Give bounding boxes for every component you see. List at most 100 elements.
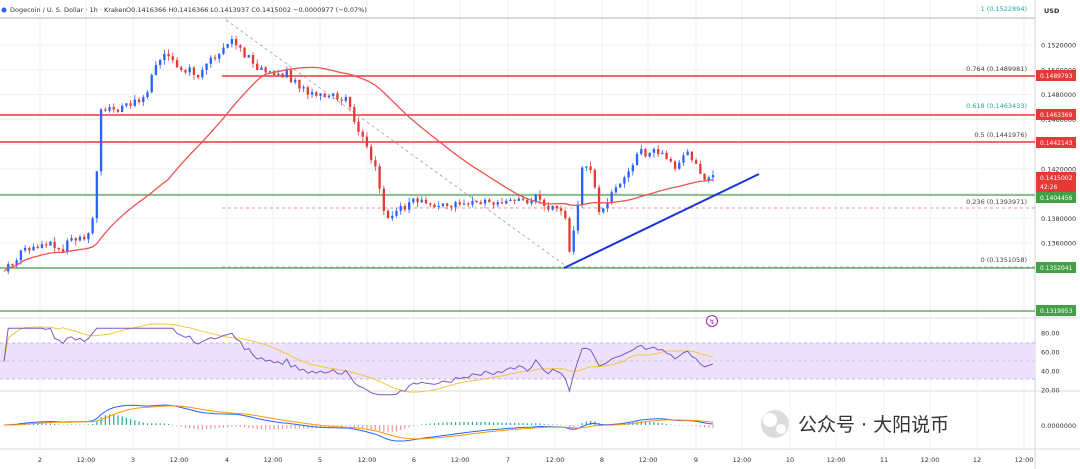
candle-body <box>180 67 183 70</box>
candle <box>361 129 364 142</box>
macd-hist-bar <box>412 425 414 427</box>
price-tick-label: 0.1380000 <box>1041 215 1076 223</box>
candle-body <box>150 74 153 93</box>
candle-body <box>272 71 276 75</box>
candle <box>437 201 440 210</box>
candle <box>597 184 601 215</box>
candle-body <box>15 260 18 266</box>
candle-body <box>306 87 310 95</box>
macd-hist-bar <box>564 425 566 426</box>
candle <box>564 209 567 221</box>
alert-marker[interactable] <box>706 315 718 327</box>
candle <box>707 175 710 184</box>
current-price-badge <box>1036 172 1076 192</box>
rsi-tick-label: 40.00 <box>1041 368 1060 376</box>
time-tick-label: 12:00 <box>827 456 846 464</box>
time-tick-label: 12:00 <box>733 456 752 464</box>
candle-body <box>445 203 449 206</box>
macd-hist-bar <box>231 425 233 427</box>
candle <box>243 46 246 58</box>
candle <box>661 150 664 155</box>
macd-hist-bar <box>433 423 436 425</box>
price-badge-5 <box>1036 262 1076 273</box>
candle <box>40 240 44 249</box>
macd-hist-bar <box>290 425 292 429</box>
candle-body <box>399 205 402 211</box>
candle <box>543 197 546 211</box>
fib-label-1: 1 (0.1522894) <box>981 5 1027 13</box>
macd-hist-bar <box>269 425 271 430</box>
candle-body <box>78 236 82 241</box>
macd-hist-bar <box>429 423 431 425</box>
candle-body <box>694 160 698 164</box>
macd-hist-bar <box>446 422 448 425</box>
candle-body <box>386 210 390 219</box>
candle-body <box>429 203 432 205</box>
candle-body <box>28 247 31 251</box>
macd-hist-bar <box>703 425 706 428</box>
macd-hist-bar <box>467 421 469 425</box>
candle-body <box>450 205 453 208</box>
candle-body <box>568 218 571 252</box>
macd-line <box>3 404 714 442</box>
macd-hist-bar <box>159 423 161 425</box>
candle <box>606 198 609 213</box>
macd-hist-bar <box>526 423 528 425</box>
candle <box>627 167 630 183</box>
candle <box>239 44 242 52</box>
candle-body <box>36 246 39 248</box>
macd-hist-bar <box>518 422 520 425</box>
candle-body <box>707 177 710 180</box>
macd-hist-bar <box>425 423 427 425</box>
candle-body <box>606 202 609 209</box>
candle-body <box>66 240 69 252</box>
macd-hist-bar <box>104 415 106 425</box>
macd-hist-bar <box>653 422 655 425</box>
candle-body <box>395 210 398 216</box>
macd-hist-bar <box>547 424 550 425</box>
macd-hist-bar <box>590 420 592 425</box>
candle <box>247 54 250 58</box>
candle-body <box>559 208 563 211</box>
candle-body <box>475 200 478 203</box>
candle <box>230 35 234 48</box>
candle-body <box>112 107 115 110</box>
macd-axis-label: 0.0000000 <box>1041 422 1076 430</box>
macd-hist-bar <box>167 423 170 425</box>
candle <box>399 202 402 215</box>
candle-body <box>167 53 170 57</box>
rsi-ma-line <box>3 323 714 393</box>
candle <box>163 49 166 65</box>
candle <box>142 94 145 107</box>
candle <box>323 93 326 98</box>
time-tick-label: 12:00 <box>1015 456 1034 464</box>
time-tick-label: 12:00 <box>170 456 189 464</box>
macd-hist-bar <box>260 425 263 430</box>
fib-diagonal-line <box>225 19 567 267</box>
candle-body <box>572 230 575 252</box>
macd-hist-bar <box>560 424 562 426</box>
candle <box>175 57 179 68</box>
macd-hist-bar <box>678 425 680 426</box>
candle-body <box>403 205 407 210</box>
candle-body <box>133 99 136 106</box>
time-tick-label: 11 <box>880 456 888 464</box>
candle <box>593 168 596 190</box>
candle-body <box>285 69 288 78</box>
macd-hist-bar <box>395 425 398 432</box>
fib-label-05: 0.5 (0.1441976) <box>974 131 1027 139</box>
trend-line[interactable] <box>563 173 760 269</box>
price-tick-label: 0.1360000 <box>1041 240 1076 248</box>
candle-body <box>627 171 630 178</box>
candle <box>644 147 647 158</box>
candle <box>690 151 694 163</box>
candle-body <box>416 198 419 203</box>
candle-body <box>209 57 212 64</box>
macd-hist-bar <box>227 425 229 428</box>
macd-hist-bar <box>391 425 393 433</box>
candle-body <box>378 166 381 189</box>
macd-hist-bar <box>497 422 499 425</box>
macd-hist-bar <box>649 421 651 425</box>
candle <box>49 240 52 246</box>
